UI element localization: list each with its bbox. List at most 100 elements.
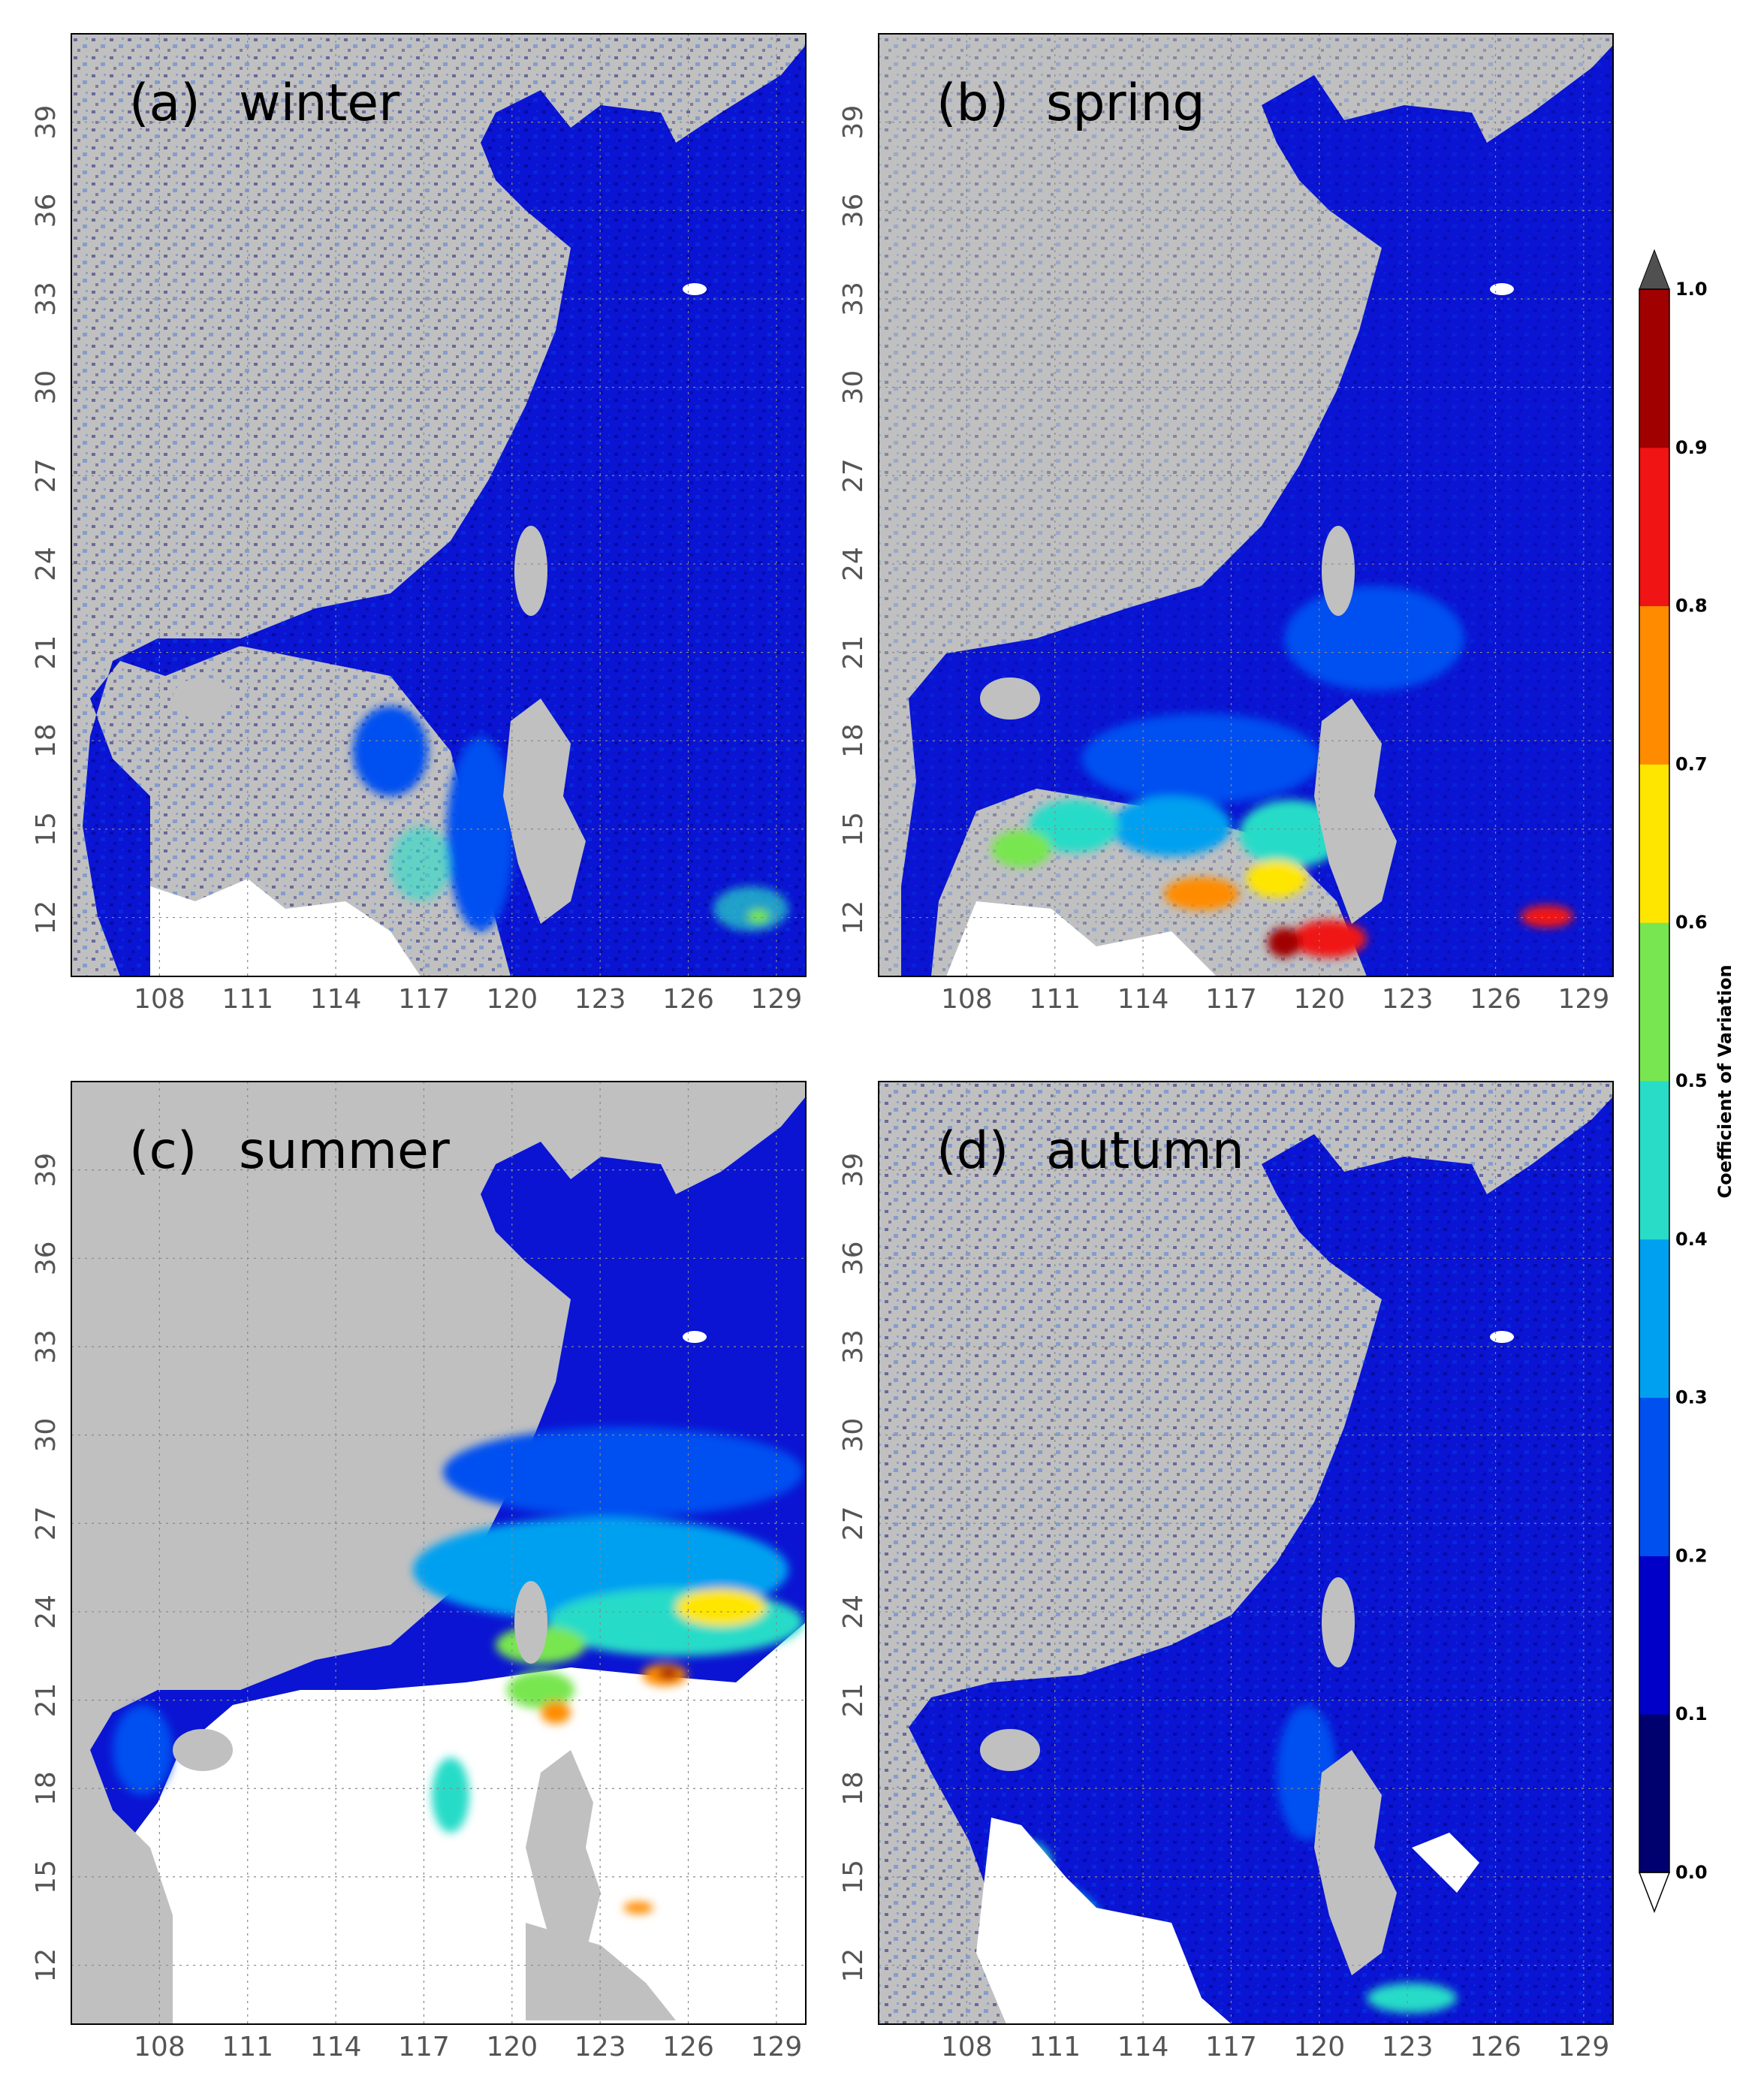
- colorbar-tick-label: 0.4: [1675, 1229, 1708, 1250]
- y-tick-label: 12: [838, 1948, 869, 1983]
- x-tick-label: 120: [1293, 984, 1345, 1015]
- y-tick-label: 33: [31, 1329, 62, 1364]
- x-tick-label: 114: [310, 984, 362, 1015]
- x-tick-label: 129: [751, 2032, 803, 2062]
- grid-lines: [71, 34, 806, 976]
- colorbar-swatch: [1639, 1081, 1669, 1240]
- map-panel-autumn: (d) autumn: [878, 1081, 1614, 2025]
- y-tick-label: 21: [838, 1683, 869, 1718]
- y-tick-label: 30: [31, 1418, 62, 1453]
- x-tick-label: 108: [134, 984, 185, 1015]
- colorbar-tick-label: 0.8: [1675, 596, 1708, 617]
- colorbar-tick-label: 0.1: [1675, 1703, 1708, 1724]
- colorbar-tick-label: 0.3: [1675, 1387, 1708, 1408]
- colorbar-swatch: [1639, 289, 1669, 448]
- x-tick-label: 111: [222, 2032, 273, 2062]
- axis-tick-labels: 108 111 114 117 120 123 126 129 12 15 18 21 24 27 30 33…: [31, 105, 1609, 2062]
- colorbar-tick-label: 0.2: [1675, 1545, 1708, 1566]
- y-tick-label: 33: [838, 282, 869, 316]
- nodata-south: [150, 879, 421, 976]
- map-panel-spring: (b) spring: [878, 33, 1614, 977]
- x-tick-label: 117: [1205, 984, 1257, 1015]
- grid-lines: [879, 1082, 1613, 2024]
- y-tick-label: 27: [31, 1506, 62, 1540]
- colorbar-tick-label: 0.5: [1675, 1070, 1708, 1091]
- y-tick-label: 18: [31, 723, 62, 758]
- y-tick-label: 39: [838, 105, 869, 140]
- y-tick-label: 24: [838, 1595, 869, 1629]
- colorbar-tick-label: 0.9: [1675, 437, 1708, 458]
- x-tick-label: 108: [941, 984, 993, 1015]
- colorbar-under-triangle: [1638, 1872, 1671, 1914]
- panel-label: (a): [129, 74, 201, 133]
- y-tick-label: 12: [838, 901, 869, 935]
- colorbar-tick-label: 1.0: [1675, 279, 1708, 300]
- y-tick-label: 21: [31, 1683, 62, 1718]
- x-tick-label: 126: [1470, 2032, 1521, 2062]
- y-tick-label: 15: [838, 812, 869, 846]
- colorbar-swatch: [1639, 764, 1669, 923]
- x-tick-label: 123: [1382, 984, 1434, 1015]
- y-tick-label: 27: [838, 458, 869, 493]
- x-tick-label: 120: [486, 2032, 538, 2062]
- x-tick-label: 120: [1293, 2032, 1345, 2062]
- y-tick-label: 39: [31, 105, 62, 140]
- grid-lines: [71, 1082, 806, 2024]
- colorbar-swatch: [1639, 1555, 1669, 1715]
- y-tick-label: 33: [838, 1329, 869, 1364]
- x-tick-label: 114: [1117, 2032, 1169, 2062]
- x-tick-label: 126: [1470, 984, 1521, 1015]
- x-tick-label: 111: [1029, 984, 1081, 1015]
- map-frame: [71, 33, 807, 977]
- y-tick-label: 30: [838, 370, 869, 405]
- y-tick-label: 33: [31, 282, 62, 316]
- colorbar-swatch: [1639, 605, 1669, 765]
- x-tick-label: 123: [1382, 2032, 1434, 2062]
- colorbar-swatch: [1639, 1714, 1669, 1873]
- grid-lines: [879, 34, 1613, 976]
- colorbar-tick-label: 0.0: [1675, 1862, 1708, 1883]
- x-tick-label: 120: [486, 984, 538, 1015]
- panel-season: spring: [1046, 74, 1205, 133]
- y-tick-label: 27: [31, 458, 62, 493]
- y-tick-label: 18: [31, 1771, 62, 1806]
- y-tick-label: 18: [838, 1771, 869, 1806]
- y-tick-label: 36: [31, 1241, 62, 1275]
- panel-season: winter: [239, 74, 400, 133]
- y-tick-label: 15: [31, 1860, 62, 1894]
- panel-season: summer: [239, 1121, 450, 1181]
- colorbar-over-triangle: [1639, 249, 1670, 290]
- map-panel-summer: (c) summer: [71, 1081, 807, 2025]
- panel-label: (d): [936, 1121, 1009, 1181]
- panel-label: (b): [936, 74, 1009, 133]
- y-tick-label: 30: [31, 370, 62, 405]
- map-frame: [878, 33, 1614, 977]
- x-tick-label: 123: [574, 2032, 626, 2062]
- colorbar-tick-label: 0.6: [1675, 912, 1708, 933]
- colorbar-title: Coefficient of Variation: [1714, 964, 1735, 1198]
- x-tick-label: 126: [662, 984, 714, 1015]
- map-frame: [71, 1081, 807, 2025]
- map-panel-winter: (a) winter: [71, 33, 807, 977]
- y-tick-label: 21: [838, 635, 869, 670]
- x-tick-label: 114: [310, 2032, 362, 2062]
- y-tick-label: 36: [838, 1241, 869, 1275]
- colorbar-swatches: [1639, 289, 1669, 1873]
- colorbar-swatch: [1639, 447, 1669, 607]
- x-tick-label: 111: [222, 984, 273, 1015]
- y-tick-label: 36: [31, 193, 62, 228]
- x-tick-label: 129: [1558, 2032, 1610, 2062]
- colorbar-swatch: [1639, 922, 1669, 1082]
- y-tick-label: 15: [838, 1860, 869, 1894]
- colorbar-swatch: [1639, 1239, 1669, 1399]
- panel-label: (c): [129, 1121, 197, 1181]
- x-tick-label: 123: [574, 984, 626, 1015]
- y-tick-label: 18: [838, 723, 869, 758]
- x-tick-label: 108: [941, 2032, 993, 2062]
- y-tick-label: 24: [31, 1595, 62, 1629]
- y-tick-label: 39: [838, 1153, 869, 1187]
- y-tick-label: 24: [838, 547, 869, 581]
- x-tick-label: 117: [1205, 2032, 1257, 2062]
- map-frame: [878, 1081, 1614, 2025]
- colorbar-tick-labels: 0.0 0.1 0.2 0.3 0.4 0.5 0.6 0.7 0.8 0.9 1.0: [1675, 279, 1708, 1883]
